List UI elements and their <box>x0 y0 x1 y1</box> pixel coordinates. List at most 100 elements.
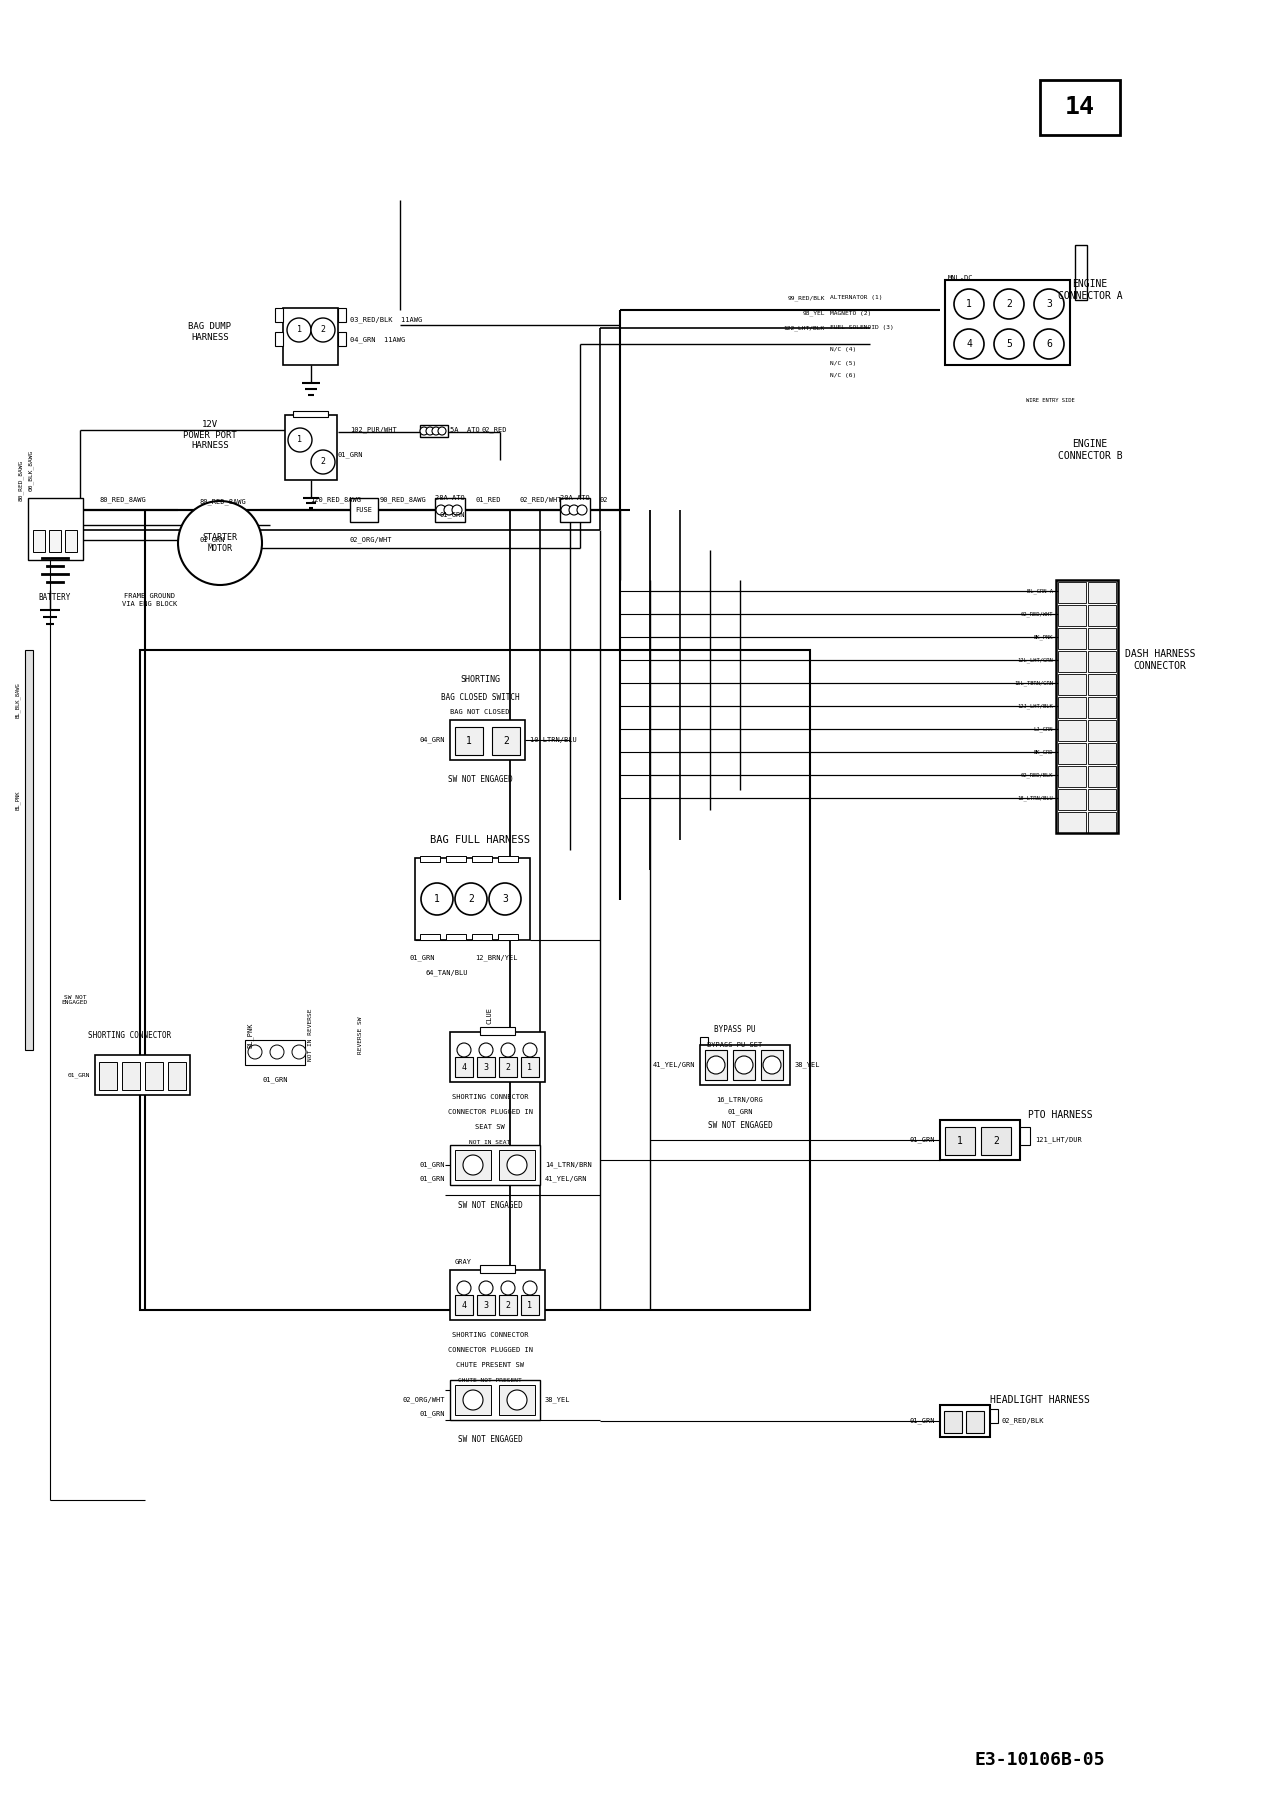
Text: 3: 3 <box>483 1062 488 1071</box>
Bar <box>450 1381 541 1420</box>
Bar <box>455 1150 491 1181</box>
Circle shape <box>480 1042 494 1057</box>
Bar <box>450 1031 544 1082</box>
Text: 4: 4 <box>965 338 972 349</box>
Text: 02_ORG/WHT: 02_ORG/WHT <box>402 1397 445 1404</box>
Bar <box>1058 812 1086 833</box>
Text: REVERSE SW: REVERSE SW <box>357 1017 363 1053</box>
Text: 1: 1 <box>298 436 303 445</box>
Text: BAG DUMP
HARNESS: BAG DUMP HARNESS <box>188 322 232 342</box>
Text: 1: 1 <box>434 895 440 904</box>
Bar <box>99 1062 117 1091</box>
Bar <box>1020 1127 1030 1145</box>
Bar <box>293 410 328 418</box>
Bar <box>492 727 520 754</box>
Text: N/C (6): N/C (6) <box>831 374 856 378</box>
Text: 02_RED/WHT: 02_RED/WHT <box>1020 612 1053 617</box>
Text: 3: 3 <box>483 1300 488 1310</box>
Bar <box>700 1037 709 1046</box>
Circle shape <box>426 427 434 436</box>
Bar <box>338 331 346 346</box>
Text: 12J_LHT/BLK: 12J_LHT/BLK <box>1018 704 1053 709</box>
Bar <box>990 1409 999 1424</box>
Text: 12L_LHT/GRN: 12L_LHT/GRN <box>1018 657 1053 662</box>
Text: 41_YEL/GRN: 41_YEL/GRN <box>653 1062 695 1069</box>
Text: 02_RED/BLK: 02_RED/BLK <box>1020 772 1053 778</box>
Text: 80_RED_8AWG: 80_RED_8AWG <box>100 497 146 504</box>
Bar <box>245 1040 305 1066</box>
Bar <box>1088 697 1116 718</box>
Bar <box>65 529 78 553</box>
Bar <box>145 1062 163 1091</box>
Text: BL_GRN A: BL_GRN A <box>1027 589 1053 594</box>
Bar <box>415 859 530 940</box>
Text: BAG FULL HARNESS: BAG FULL HARNESS <box>430 835 530 844</box>
Bar <box>945 281 1070 365</box>
Text: CONNECTOR PLUGGED IN: CONNECTOR PLUGGED IN <box>448 1346 533 1354</box>
Text: SW NOT
ENGAGED: SW NOT ENGAGED <box>62 995 88 1006</box>
Circle shape <box>444 506 454 515</box>
Text: 122_LHT/BLK: 122_LHT/BLK <box>784 326 826 331</box>
Bar <box>455 727 483 754</box>
Text: CHUTE PRESENT SW: CHUTE PRESENT SW <box>455 1363 524 1368</box>
Text: FUSE: FUSE <box>355 508 373 513</box>
Text: DASH HARNESS
CONNECTOR: DASH HARNESS CONNECTOR <box>1124 650 1196 671</box>
Text: 2: 2 <box>505 1062 510 1071</box>
Bar <box>1058 788 1086 810</box>
Text: 03_RED/BLK  11AWG: 03_RED/BLK 11AWG <box>350 317 422 324</box>
Bar <box>446 934 466 940</box>
Circle shape <box>287 319 310 342</box>
Text: WIRE ENTRY SIDE: WIRE ENTRY SIDE <box>1025 398 1075 403</box>
Text: 41_YEL/GRN: 41_YEL/GRN <box>544 1175 588 1183</box>
Text: 01_GRN: 01_GRN <box>420 1175 445 1183</box>
Circle shape <box>436 506 446 515</box>
Text: 3: 3 <box>502 895 508 904</box>
Text: 4: 4 <box>462 1062 467 1071</box>
Bar <box>420 934 440 940</box>
Text: 5: 5 <box>1006 338 1013 349</box>
Bar <box>1058 767 1086 787</box>
Text: 01_GRN: 01_GRN <box>909 1418 935 1424</box>
Bar <box>705 1049 728 1080</box>
Text: 1: 1 <box>528 1062 533 1071</box>
Text: 12_BRN/YEL: 12_BRN/YEL <box>474 954 518 961</box>
Bar <box>480 1028 515 1035</box>
Bar <box>1088 788 1116 810</box>
Circle shape <box>270 1046 284 1058</box>
Bar <box>1075 245 1088 301</box>
Bar <box>472 934 492 940</box>
Text: 02_RED/BLK: 02_RED/BLK <box>1002 1418 1044 1424</box>
Bar <box>450 1145 541 1184</box>
Text: 80_RED_8AWG: 80_RED_8AWG <box>200 499 247 506</box>
Circle shape <box>438 427 446 436</box>
Bar <box>560 499 590 522</box>
Bar <box>522 1057 539 1076</box>
Text: MAGNETO (2): MAGNETO (2) <box>831 310 871 315</box>
Text: 18_LTRN/BLU: 18_LTRN/BLU <box>1018 796 1053 801</box>
Bar <box>25 650 33 1049</box>
Text: FRAME GROUND
VIA ENG BLOCK: FRAME GROUND VIA ENG BLOCK <box>122 594 178 607</box>
Text: 01_GRN: 01_GRN <box>420 1161 445 1168</box>
Bar <box>981 1127 1011 1156</box>
Text: BAG CLOSED SWITCH: BAG CLOSED SWITCH <box>440 693 519 702</box>
Text: 102_PUR/WHT: 102_PUR/WHT <box>350 427 397 434</box>
Bar <box>450 1271 544 1319</box>
Circle shape <box>1034 329 1063 358</box>
Text: SW NOT ENGAGED: SW NOT ENGAGED <box>448 776 513 785</box>
Text: 6: 6 <box>1046 338 1052 349</box>
Bar <box>1088 743 1116 763</box>
Text: 1: 1 <box>528 1300 533 1310</box>
Bar <box>95 1055 190 1094</box>
Bar <box>33 529 45 553</box>
Text: BK_GRD: BK_GRD <box>1033 749 1053 754</box>
Bar <box>965 1411 985 1433</box>
Bar <box>1088 605 1116 626</box>
Bar <box>499 1057 516 1076</box>
Text: MNL-DC: MNL-DC <box>948 275 973 281</box>
Circle shape <box>763 1057 781 1075</box>
Circle shape <box>293 1046 307 1058</box>
Circle shape <box>1034 290 1063 319</box>
Text: 38_YEL: 38_YEL <box>544 1397 571 1404</box>
Text: 04_GRN  11AWG: 04_GRN 11AWG <box>350 337 406 344</box>
Text: 12V
POWER PORT
HARNESS: 12V POWER PORT HARNESS <box>183 419 237 450</box>
